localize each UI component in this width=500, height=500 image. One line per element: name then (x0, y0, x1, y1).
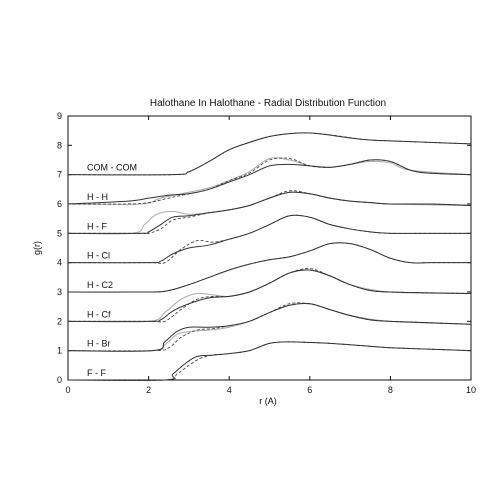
series-line-f-f-solid (67, 341, 472, 381)
x-tick-label: 0 (65, 385, 70, 395)
y-tick-label: 8 (57, 140, 62, 150)
y-axis-label: g(r) (32, 241, 42, 255)
series-line-h-br-solid (67, 302, 472, 352)
y-tick-label: 9 (57, 111, 62, 121)
series-line-h-f-dashed (68, 190, 472, 235)
curve-label-f-f: F - F (87, 368, 106, 378)
series-line-h-c2-dashed (67, 242, 471, 293)
series-line-com-com-solid (67, 132, 472, 176)
series-line-h-f-solid (67, 191, 472, 234)
series-line-f-f-dashed (67, 341, 472, 381)
y-tick-label: 0 (57, 375, 62, 385)
curve-label-h-br: H - Br (87, 339, 111, 349)
x-tick-label: 6 (307, 385, 312, 395)
curve-labels: COM - COM H - H H - F H - Cl H - C2 H - Cf H -… (87, 163, 137, 378)
y-tick-label: 5 (57, 228, 62, 238)
curves-layer (67, 132, 472, 381)
x-axis-label: r (A) (259, 396, 277, 406)
series-line-h-cf-light (67, 269, 472, 323)
x-tick-label: 4 (227, 385, 232, 395)
curve-label-h-cf: H - Cf (87, 309, 111, 319)
series-line-h-c2-solid (67, 242, 471, 293)
series-line-h-br-light (67, 302, 472, 352)
x-tick-label: 2 (146, 385, 151, 395)
series-line-h-cf-solid (67, 269, 472, 322)
curve-label-h-c2: H - C2 (87, 280, 113, 290)
y-tick-label: 1 (57, 346, 62, 356)
y-tick-label: 4 (57, 258, 62, 268)
x-axis: 0 2 4 6 8 10 (65, 116, 476, 395)
x-tick-label: 10 (466, 385, 476, 395)
y-tick-label: 3 (57, 287, 62, 297)
series-line-h-cl-solid (67, 214, 471, 264)
series-line-h-h-solid (67, 159, 472, 205)
curve-label-h-h: H - H (87, 192, 108, 202)
x-tick-label: 8 (388, 385, 393, 395)
plot-frame (67, 115, 472, 381)
y-tick-label: 2 (57, 316, 62, 326)
curve-label-h-cl: H - Cl (87, 251, 110, 261)
series-line-h-h-light (67, 157, 472, 205)
curve-label-com-com: COM - COM (87, 163, 137, 173)
chart-title: Halothane In Halothane - Radial Distribu… (150, 98, 386, 109)
series-line-h-cl-dashed (68, 214, 471, 265)
series-line-h-cf-dashed (68, 268, 472, 323)
curve-label-h-f: H - F (87, 221, 107, 231)
y-tick-label: 7 (57, 170, 62, 180)
y-axis: 0 1 2 3 4 5 6 7 8 9 (57, 111, 471, 385)
y-tick-label: 6 (57, 199, 62, 209)
